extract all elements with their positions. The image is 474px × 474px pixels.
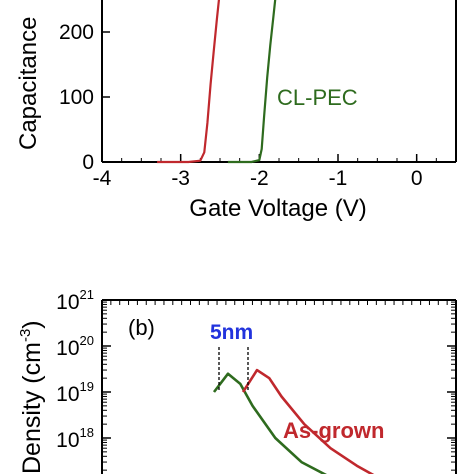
panel-b-label: (b) (128, 315, 155, 340)
panel-a-y-axis-title: Capacitance (15, 17, 42, 150)
panel-a-y-tick-label: 0 (82, 151, 94, 174)
panel-a-series-line-0 (157, 0, 221, 164)
panel-a-x-tick-label: -1 (329, 167, 348, 190)
panel-a-x-axis-title: Gate Voltage (V) (189, 195, 366, 222)
panel-b-y-axis-title-close: ) (18, 320, 46, 328)
panel-a-x-tick-label: -4 (93, 167, 112, 190)
panel-b-y-tick-label: 1018 (56, 425, 94, 452)
panel-b-series-line-1 (241, 368, 375, 474)
panel-a-x-tick-label: -2 (250, 167, 269, 190)
panel-a-axes (101, 0, 457, 163)
panel-a-y-tick-label: 100 (59, 86, 94, 109)
panel-a: -4 -3 -2 -1 0 0 100 200 CL-PEC Gate Voltage (V… (15, 0, 457, 222)
panel-a-y-tick-label: 200 (59, 21, 94, 44)
panel-b-y-axis-title-exp: -3 (17, 329, 34, 342)
panel-b-y-tick-label: 1019 (56, 379, 94, 406)
panel-b: 1021 1020 1019 1018 (b) 5nm As-grown Densit… (17, 287, 457, 474)
panel-a-x-tick-label: 0 (411, 167, 423, 190)
panel-b-axes (101, 299, 457, 474)
panel-b-y-axis-title-main: Density (cm (18, 342, 46, 474)
panel-b-as-grown-label: As-grown (283, 418, 384, 443)
panel-b-y-axis-title: Density (cm-3) (17, 320, 46, 474)
panel-a-cl-pec-label: CL-PEC (277, 85, 358, 110)
panel-a-x-ticks: -4 -3 -2 -1 0 (93, 154, 457, 190)
panel-b-y-tick-label: 1020 (56, 333, 94, 360)
panel-b-5nm-label: 5nm (210, 321, 253, 344)
panel-a-x-tick-label: -3 (171, 167, 190, 190)
panel-b-y-ticks: 1021 1020 1019 1018 (56, 287, 456, 471)
panel-b-y-tick-label: 1021 (56, 287, 94, 314)
panel-a-series (157, 0, 277, 164)
panel-a-series-line-1 (227, 0, 277, 164)
panel-a-y-ticks: 0 100 200 (59, 21, 110, 174)
